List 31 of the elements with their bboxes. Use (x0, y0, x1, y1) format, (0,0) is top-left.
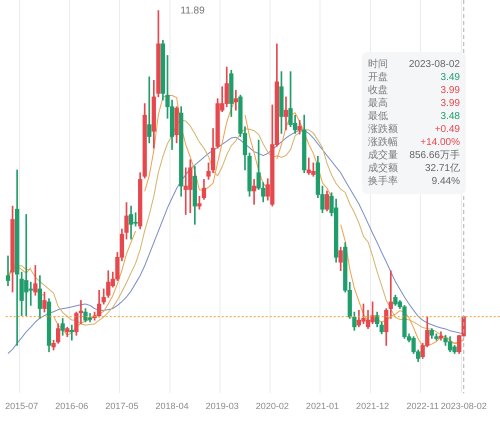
annotation: 3.99 (440, 97, 460, 110)
annotation: 9.44% (432, 175, 460, 188)
x-tick-label: 2021-01 (306, 401, 339, 412)
annotation: 3.48 (440, 110, 460, 123)
annotation: 最高 (368, 97, 388, 110)
annotation: +0.49 (434, 123, 460, 136)
annotation: 换手率 (368, 175, 398, 188)
x-tick-label: 2017-05 (105, 401, 138, 412)
annotation: 涨跌额 (368, 123, 398, 136)
annotation: 时间 (368, 58, 388, 71)
x-tick-label: 2016-06 (55, 401, 88, 412)
annotation: 开盘 (368, 71, 388, 84)
annotation: 3.99 (440, 84, 460, 97)
annotation: 856.66万手 (409, 149, 460, 162)
annotation: 成交额 (368, 162, 398, 175)
annotation: 最低 (368, 110, 388, 123)
annotation: 收盘 (368, 84, 388, 97)
annotation: 涨跌幅 (368, 136, 398, 149)
x-tick-label: 2022-11 (406, 401, 439, 412)
annotation: 32.71亿 (424, 162, 460, 175)
annotation: 2023-08-02 (408, 58, 460, 71)
x-tick-label: 2023-08-02 (440, 401, 487, 412)
x-tick-label: 2019-03 (206, 401, 239, 412)
annotation: 11.89 (180, 5, 206, 16)
annotation: +14.00% (420, 136, 460, 149)
x-tick-label: 2021-12 (356, 401, 390, 412)
annotation: 3.49 (440, 71, 460, 84)
x-tick-label: 2018-04 (156, 401, 189, 412)
x-tick-label: 2020-02 (256, 401, 289, 412)
annotation: 成交量 (368, 149, 398, 162)
x-tick-label: 2015-07 (5, 401, 38, 412)
